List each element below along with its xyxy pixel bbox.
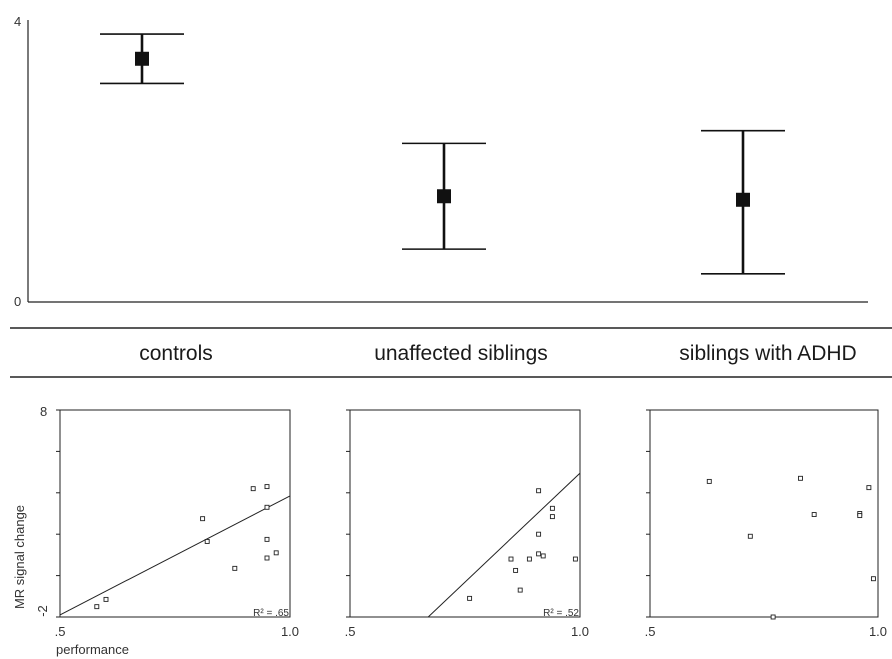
scatter-frame: [59, 409, 291, 618]
scatter-point: [870, 576, 876, 582]
scatter-point: [264, 555, 270, 561]
scatter-point: [103, 596, 109, 602]
scatter-frame: [349, 409, 581, 618]
scatter-point: [232, 565, 238, 571]
scatter-point: [200, 516, 206, 522]
scatter-point: [264, 536, 270, 542]
panel2-x-tick-low: .5: [345, 624, 356, 639]
scatter-point: [798, 475, 803, 481]
top-y-tick-low: 0: [14, 294, 21, 309]
mean-marker: [437, 189, 451, 204]
scatter-panel: [346, 409, 581, 618]
scatter-point: [517, 587, 523, 593]
mean-marker: [135, 51, 149, 66]
scatter-point: [536, 488, 542, 494]
scatter-point: [264, 484, 270, 490]
scatter-point: [811, 512, 817, 517]
scatter-point: [273, 550, 279, 556]
scatter-point: [540, 553, 546, 559]
panel1-x-tick-low: .5: [55, 624, 66, 639]
scatter-point: [549, 514, 555, 520]
scatter-point: [250, 486, 256, 492]
group-label-siblings-with-adhd: siblings with ADHD: [679, 342, 856, 365]
scatter-point: [204, 538, 210, 544]
scatter-point: [706, 478, 712, 484]
scatter-point: [770, 614, 776, 620]
panel3-x-tick-low: .5: [645, 624, 656, 639]
scatter-point: [572, 556, 578, 562]
scatter-point: [549, 505, 555, 511]
scatter-panel: [646, 409, 879, 620]
group-label-unaffected-siblings: unaffected siblings: [374, 342, 548, 365]
panel3-x-tick-high: 1.0: [869, 624, 887, 639]
scatter-y-tick-low: -2: [35, 605, 50, 617]
group-label-controls: controls: [139, 342, 213, 365]
scatter-point: [526, 556, 532, 562]
scatter-point: [536, 531, 542, 537]
scatter-point: [857, 513, 863, 519]
scatter-y-axis-label: MR signal change: [12, 505, 27, 609]
scatter-frame: [649, 409, 879, 618]
scatter-point: [866, 485, 872, 491]
scatter-panels: [56, 409, 879, 620]
scatter-point: [264, 504, 270, 510]
scatter-point: [94, 604, 100, 610]
panel1-x-tick-high: 1.0: [281, 624, 299, 639]
scatter-x-axis-label: performance: [56, 642, 129, 657]
mean-marker: [736, 192, 750, 207]
errorbar-series: [100, 33, 785, 275]
regression-line: [427, 472, 580, 617]
scatter-point: [508, 556, 514, 562]
scatter-point: [513, 567, 519, 573]
scatter-panel: [56, 409, 291, 618]
scatter-point: [747, 533, 753, 539]
regression-line: [60, 495, 290, 616]
panel2-x-tick-high: 1.0: [571, 624, 589, 639]
panel2-r2-label: R² = .52: [543, 608, 579, 619]
scatter-point: [467, 595, 473, 601]
scatter-y-tick-high: 8: [40, 404, 47, 419]
top-y-tick-high: 4: [14, 14, 21, 29]
panel1-r2-label: R² = .65: [253, 608, 289, 619]
scatter-point: [536, 551, 542, 557]
